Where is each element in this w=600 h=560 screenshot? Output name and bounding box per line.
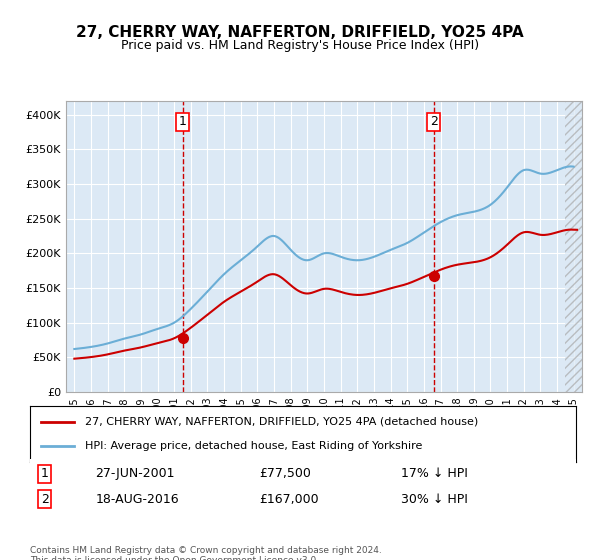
- Text: 30% ↓ HPI: 30% ↓ HPI: [401, 493, 468, 506]
- Text: 17% ↓ HPI: 17% ↓ HPI: [401, 467, 468, 480]
- Text: Price paid vs. HM Land Registry's House Price Index (HPI): Price paid vs. HM Land Registry's House …: [121, 39, 479, 52]
- Text: 18-AUG-2016: 18-AUG-2016: [95, 493, 179, 506]
- Text: 2: 2: [430, 115, 438, 128]
- Text: 27, CHERRY WAY, NAFFERTON, DRIFFIELD, YO25 4PA (detached house): 27, CHERRY WAY, NAFFERTON, DRIFFIELD, YO…: [85, 417, 478, 427]
- Bar: [565, 101, 582, 392]
- Text: 27-JUN-2001: 27-JUN-2001: [95, 467, 175, 480]
- Text: 27, CHERRY WAY, NAFFERTON, DRIFFIELD, YO25 4PA: 27, CHERRY WAY, NAFFERTON, DRIFFIELD, YO…: [76, 25, 524, 40]
- Text: 1: 1: [179, 115, 187, 128]
- Text: £167,000: £167,000: [259, 493, 319, 506]
- Text: £77,500: £77,500: [259, 467, 311, 480]
- Text: HPI: Average price, detached house, East Riding of Yorkshire: HPI: Average price, detached house, East…: [85, 441, 422, 451]
- Text: Contains HM Land Registry data © Crown copyright and database right 2024.
This d: Contains HM Land Registry data © Crown c…: [30, 546, 382, 560]
- Text: 2: 2: [41, 493, 49, 506]
- Text: 1: 1: [41, 467, 49, 480]
